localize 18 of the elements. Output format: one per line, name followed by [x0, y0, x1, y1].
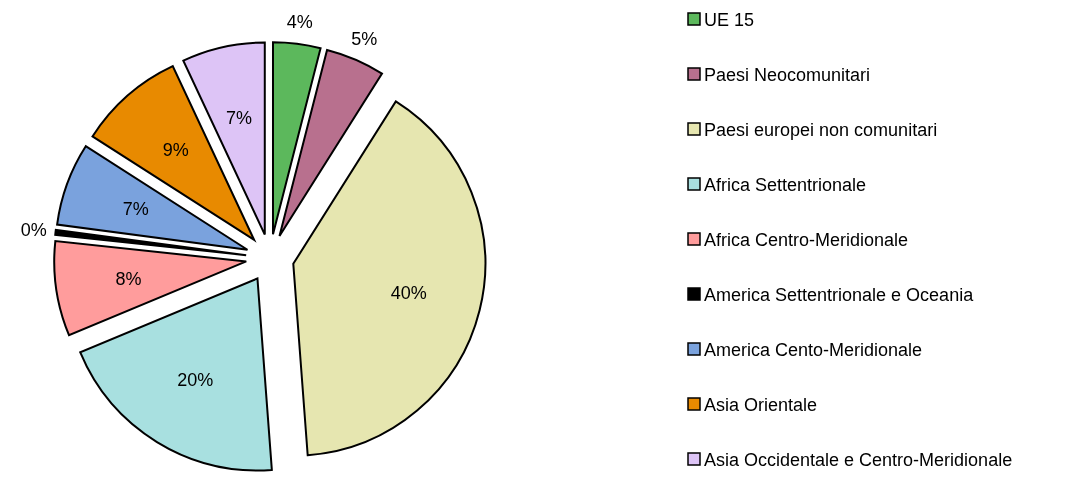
data-label: 40%: [390, 282, 427, 303]
legend-label: America Cento-Meridionale: [704, 340, 923, 360]
legend-label: Paesi europei non comunitari: [704, 120, 938, 140]
legend-label: Africa Settentrionale: [704, 175, 867, 195]
data-label: 5%: [351, 29, 378, 50]
data-label: 8%: [115, 268, 142, 289]
legend-label: America Settentrionale e Oceania: [704, 285, 975, 305]
legend-label: Paesi Neocomunitari: [704, 65, 871, 85]
legend-label: Asia Orientale: [704, 395, 818, 415]
data-label: 0%: [20, 219, 47, 240]
data-label: 20%: [177, 369, 214, 390]
legend-label: Asia Occidentale e Centro-Meridionale: [704, 450, 1013, 470]
legend-label: UE 15: [704, 10, 755, 30]
data-label: 4%: [286, 11, 313, 32]
data-label: 9%: [162, 140, 189, 161]
data-label: 7%: [225, 108, 252, 129]
legend-label: Africa Centro-Meridionale: [704, 230, 909, 250]
data-label: 7%: [122, 198, 149, 219]
